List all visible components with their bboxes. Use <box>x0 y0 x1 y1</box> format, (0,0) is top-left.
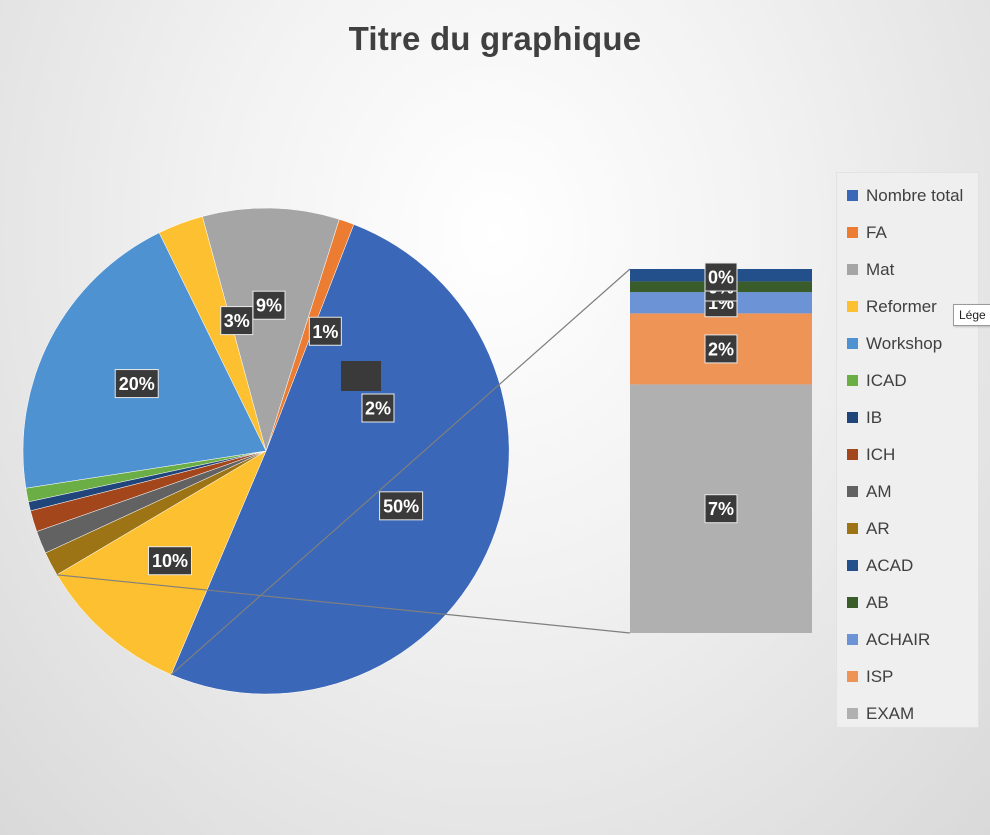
legend-item-isp[interactable]: ISP <box>837 658 978 695</box>
data-label-workshop-text: 20% <box>119 374 155 394</box>
data-label-acad-text: 0% <box>708 268 734 288</box>
legend-swatch <box>847 190 858 201</box>
data-label-mat-text: 9% <box>256 296 282 316</box>
legend-label: AB <box>866 592 889 612</box>
legend-swatch <box>847 338 858 349</box>
legend-item-reformer[interactable]: Reformer <box>837 288 978 325</box>
data-label-isp: 2% <box>704 334 738 364</box>
legend-swatch <box>847 264 858 275</box>
pie-slice-mat[interactable] <box>202 207 340 452</box>
legend-swatch <box>847 449 858 460</box>
data-label-fa-box <box>308 316 342 346</box>
data-label-other-box <box>147 546 192 576</box>
legend-label: FA <box>866 222 887 242</box>
legend-item-ab[interactable]: AB <box>837 584 978 621</box>
legend-swatch <box>847 523 858 534</box>
legend-swatch <box>847 708 858 719</box>
secondary-bar <box>630 269 812 633</box>
legend-label: Mat <box>866 259 895 279</box>
legend-label: IB <box>866 407 883 427</box>
legend[interactable]: Nombre total FA Mat Reformer Workshop ICAD IB I… <box>836 172 979 728</box>
legend-tooltip: Lége <box>953 304 990 326</box>
legend-swatch <box>847 227 858 238</box>
pie-slice-nombre-total[interactable] <box>170 224 510 695</box>
legend-item-ib[interactable]: IB <box>837 399 978 436</box>
data-label-am-text: 2% <box>365 399 391 419</box>
connector-line-top <box>170 268 631 676</box>
legend-item-achair[interactable]: ACHAIR <box>837 621 978 658</box>
connector-lines <box>56 268 631 676</box>
pie-slices <box>22 207 510 695</box>
pie-slice-workshop[interactable] <box>22 232 267 489</box>
legend-swatch <box>847 486 858 497</box>
data-label-am-box <box>361 393 395 423</box>
legend-label: Reformer <box>866 296 937 316</box>
data-label-reformer: 3% <box>220 306 254 336</box>
data-label-nombre-total-text: 50% <box>383 496 419 516</box>
data-label-exam-text: 7% <box>708 499 734 519</box>
legend-item-mat[interactable]: Mat <box>837 251 978 288</box>
legend-label: ISP <box>866 666 894 686</box>
data-labels: 50%1%9%3%20%2%10%7%2%1%0%0% <box>114 262 738 576</box>
legend-swatch <box>847 560 858 571</box>
legend-item-ich[interactable]: ICH <box>837 436 978 473</box>
data-label-workshop-box <box>114 369 159 399</box>
data-label-reformer-box <box>220 306 254 336</box>
legend-swatch <box>847 301 858 312</box>
data-label-exam: 7% <box>704 494 738 524</box>
data-label-other-text: 10% <box>152 551 188 571</box>
data-label-exam-box <box>704 494 738 524</box>
data-label-fa: 1% <box>308 316 342 346</box>
legend-item-exam[interactable]: EXAM <box>837 695 978 732</box>
data-label-nombre-total-box <box>379 491 424 521</box>
legend-item-fa[interactable]: FA <box>837 214 978 251</box>
legend-item-icad[interactable]: ICAD <box>837 362 978 399</box>
legend-swatch <box>847 671 858 682</box>
data-label-nombre-total: 50% <box>379 491 424 521</box>
legend-label: AR <box>866 518 890 538</box>
legend-swatch <box>847 375 858 386</box>
legend-item-acad[interactable]: ACAD <box>837 547 978 584</box>
connector-line-bottom <box>56 574 631 634</box>
legend-label: Workshop <box>866 333 943 353</box>
data-label-isp-box <box>704 334 738 364</box>
data-label-mat: 9% <box>252 290 286 320</box>
data-label-acad-box <box>704 262 738 292</box>
legend-swatch <box>847 634 858 645</box>
overlapping-label-box <box>341 361 381 391</box>
legend-item-nombre-total[interactable]: Nombre total <box>837 177 978 214</box>
legend-label: EXAM <box>866 703 915 723</box>
legend-label: ACHAIR <box>866 629 931 649</box>
legend-item-ar[interactable]: AR <box>837 510 978 547</box>
legend-item-am[interactable]: AM <box>837 473 978 510</box>
legend-swatch <box>847 412 858 423</box>
legend-item-workshop[interactable]: Workshop <box>837 325 978 362</box>
data-label-fa-text: 1% <box>312 322 338 342</box>
data-label-other: 10% <box>147 546 192 576</box>
data-label-mat-box <box>252 290 286 320</box>
legend-swatch <box>847 597 858 608</box>
legend-label: ACAD <box>866 555 914 575</box>
legend-label: ICH <box>866 444 896 464</box>
data-label-workshop: 20% <box>114 369 159 399</box>
legend-label: AM <box>866 481 892 501</box>
legend-label: Nombre total <box>866 185 964 205</box>
data-label-acad: 0% <box>704 262 738 292</box>
data-label-am: 2% <box>361 393 395 423</box>
data-label-reformer-text: 3% <box>224 311 250 331</box>
data-label-isp-text: 2% <box>708 339 734 359</box>
chart-title: Titre du graphique <box>348 20 642 57</box>
legend-label: ICAD <box>866 370 907 390</box>
